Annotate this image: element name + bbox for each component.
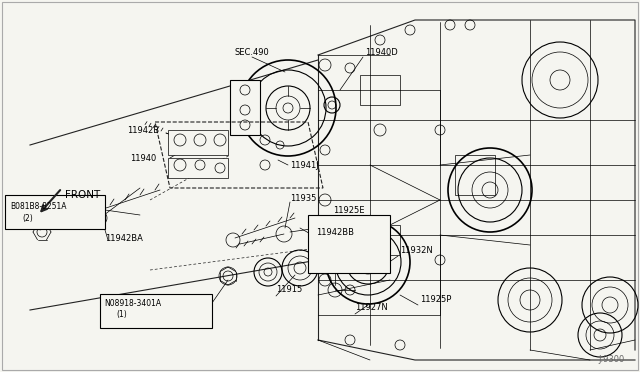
Text: 11925P: 11925P [420, 295, 451, 305]
Text: 11927N: 11927N [355, 304, 388, 312]
Text: SEC.490: SEC.490 [235, 48, 269, 57]
Bar [5, 195, 105, 229]
Bar [168, 130, 228, 155]
Bar [230, 80, 260, 135]
Text: 11942BB: 11942BB [316, 228, 354, 237]
Text: (1): (1) [116, 311, 127, 320]
Text: 11940: 11940 [130, 154, 156, 163]
Text: N08918-3401A: N08918-3401A [104, 298, 161, 308]
Text: (2): (2) [22, 214, 33, 222]
Text: 11940D: 11940D [365, 48, 397, 57]
Bar [168, 158, 228, 178]
Text: 11932N: 11932N [400, 246, 433, 254]
Bar [100, 294, 212, 328]
Text: 11915: 11915 [276, 285, 302, 295]
Bar [455, 155, 495, 195]
Text: B081B8-8251A: B081B8-8251A [10, 202, 67, 211]
Text: 11935: 11935 [290, 193, 316, 202]
Text: 11942B: 11942B [127, 125, 159, 135]
Bar [360, 75, 400, 105]
Text: FRONT: FRONT [65, 190, 100, 200]
Bar [360, 225, 400, 255]
Bar [308, 215, 390, 273]
Text: 11941J: 11941J [290, 160, 319, 170]
Text: 11925E: 11925E [333, 205, 365, 215]
Text: 11942BA: 11942BA [105, 234, 143, 243]
Text: J.9300: J.9300 [599, 356, 625, 365]
